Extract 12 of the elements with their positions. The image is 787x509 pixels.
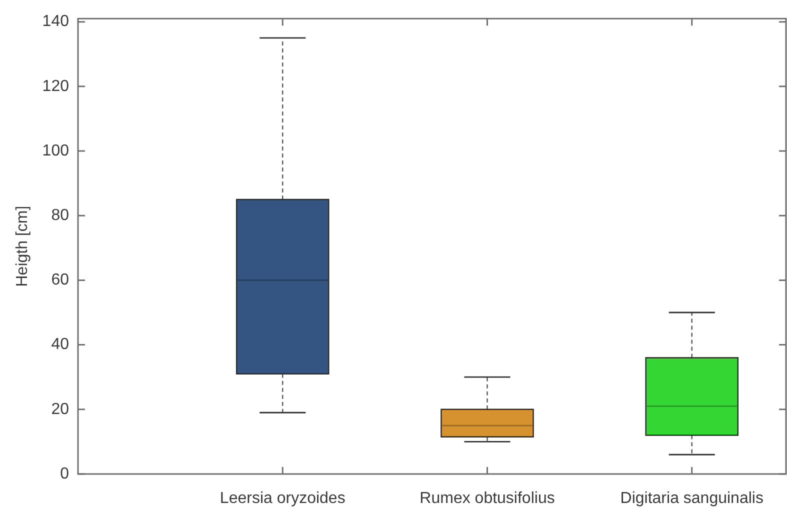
- y-tick-label: 100: [42, 142, 70, 160]
- y-tick-label: 80: [51, 207, 70, 224]
- y-tick-label: 0: [60, 465, 70, 482]
- x-tick-label: Rumex obtusifolius: [420, 490, 555, 508]
- y-tick-label: 60: [51, 272, 70, 289]
- x-tick-label: Leersia oryzoides: [220, 490, 346, 508]
- x-tick-label: Digitaria sanguinalis: [620, 490, 764, 508]
- y-tick-label: 120: [42, 78, 70, 95]
- y-tick-label: 20: [51, 400, 70, 418]
- y-tick-label: 40: [51, 336, 70, 354]
- y-tick-label: 140: [42, 13, 70, 30]
- y-axis-title: Heigth [cm]: [14, 206, 32, 287]
